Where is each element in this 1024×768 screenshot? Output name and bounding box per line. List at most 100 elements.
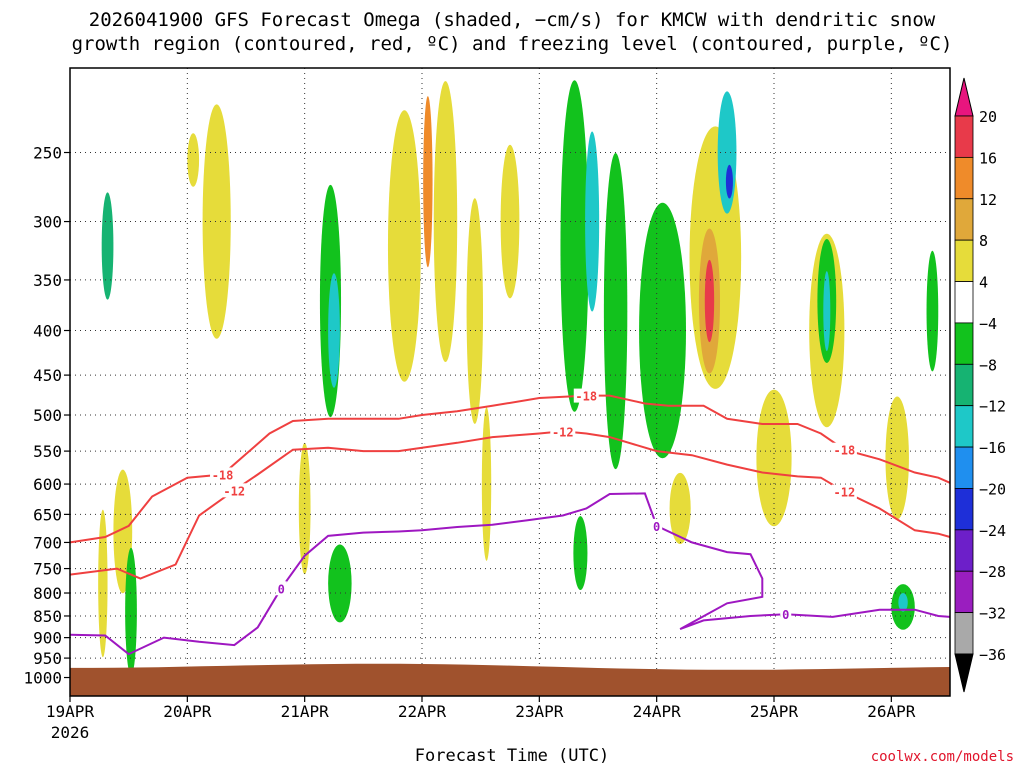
contour-label-bg-0-1 (573, 388, 599, 403)
terrain-fill (70, 663, 950, 696)
contour-label-bg-0-0 (210, 467, 236, 482)
y-tick-label-950: 950 (33, 649, 62, 668)
colorbar-label-10: −24 (979, 522, 1006, 540)
omega-blob-30 (898, 593, 908, 612)
x-axis-label: Forecast Time (UTC) (414, 746, 610, 766)
x-tick-label-25APR: 25APR (750, 702, 799, 721)
colorbar-label-11: −28 (979, 563, 1006, 581)
y-tick-label-650: 650 (33, 505, 62, 524)
x-tick-label-24APR: 24APR (633, 702, 682, 721)
colorbar-label-4: 4 (979, 274, 988, 292)
x-year-label: 2026 (51, 723, 90, 742)
colorbar-swatch-10 (954, 529, 974, 572)
grid-lines (69, 68, 950, 696)
y-tick-label-250: 250 (33, 144, 62, 163)
omega-blob-15 (585, 131, 600, 312)
contour-label-1-2: -12 (834, 486, 856, 500)
source-link[interactable]: coolwx.com/models (870, 749, 1014, 765)
contour-label-bg-2-0 (275, 581, 287, 596)
y-tick-label-900: 900 (33, 629, 62, 648)
y-tick-label-850: 850 (33, 607, 62, 626)
omega-blob-12 (466, 198, 484, 424)
colorbar-label-0: 20 (979, 108, 997, 126)
colorbar-bottom-arrow (954, 653, 974, 693)
omega-blob-0 (98, 509, 108, 658)
colorbar-label-6: −8 (979, 356, 997, 374)
contour-line-1 (69, 430, 951, 580)
contour-label-1-1: -12 (552, 425, 574, 439)
contour-label-bg-2-1 (651, 518, 663, 533)
x-tick-label-26APR: 26APR (867, 702, 916, 721)
colorbar-label-8: −16 (979, 439, 1006, 457)
omega-blob-9 (387, 110, 421, 382)
omega-blob-32 (481, 407, 492, 561)
title-line-2: growth region (contoured, red, ºC) and f… (71, 33, 953, 55)
contour-label-2-2: 0 (782, 608, 789, 622)
colorbar-swatch-9 (954, 488, 974, 531)
omega-blob-33 (669, 472, 691, 545)
colorbar-swatch-8 (954, 446, 974, 489)
colorbar-label-5: −4 (979, 315, 997, 333)
contour-label-bg-2-2 (780, 607, 792, 622)
omega-blob-7 (328, 273, 340, 388)
y-tick-label-1000: 1000 (23, 669, 62, 688)
colorbar-swatch-4 (954, 281, 974, 324)
omega-blob-14 (560, 80, 589, 412)
contour-label-bg-1-2 (831, 484, 857, 499)
omega-blob-27 (823, 271, 831, 352)
colorbar-swatch-7 (954, 405, 974, 448)
omega-blob-31 (926, 250, 939, 372)
contour-label-1-0: -12 (223, 484, 245, 498)
colorbar-label-1: 16 (979, 149, 997, 167)
colorbar-label-7: −12 (979, 398, 1006, 416)
colorbar-swatch-11 (954, 570, 974, 614)
x-tick-label-21APR: 21APR (281, 702, 330, 721)
y-tick-label-300: 300 (33, 213, 62, 232)
y-tick-label-600: 600 (33, 475, 62, 494)
omega-blob-2 (125, 547, 137, 676)
x-tick-label-22APR: 22APR (398, 702, 447, 721)
contour-label-2-1: 0 (653, 520, 660, 534)
y-tick-label-400: 400 (33, 322, 62, 341)
colorbar-top-arrow (954, 77, 974, 117)
plot-frame (69, 67, 951, 697)
colorbar-swatch-5 (954, 322, 974, 365)
y-tick-label-450: 450 (33, 366, 62, 385)
colorbar-label-9: −20 (979, 480, 1006, 498)
title-line-1: 2026041900 GFS Forecast Omega (shaded, −… (88, 9, 936, 31)
omega-blob-22 (704, 259, 715, 343)
colorbar: 20 16 12 8 4 −4 −8 −12 −16 −20 −24 −28 −32 −36 (954, 77, 1006, 693)
contour-line-2 (69, 492, 951, 656)
contour-label-0-1: -18 (575, 390, 597, 404)
colorbar-label-2: 12 (979, 191, 997, 209)
y-tick-label-700: 700 (33, 533, 62, 552)
omega-blob-5 (187, 133, 200, 187)
colorbar-swatch-12 (954, 612, 974, 655)
omega-blob-17 (573, 516, 588, 591)
omega-blob-8 (328, 544, 352, 623)
colorbar-label-13: −36 (979, 646, 1006, 664)
x-tick-label-23APR: 23APR (515, 702, 564, 721)
omega-blob-16 (603, 153, 628, 470)
colorbar-swatch-6 (954, 363, 974, 407)
y-tick-label-500: 500 (33, 406, 62, 425)
y-tick-label-550: 550 (33, 442, 62, 461)
colorbar-swatch-0 (954, 115, 974, 158)
y-tick-label-750: 750 (33, 560, 62, 579)
omega-blob-3 (101, 192, 114, 300)
y-tick-label-350: 350 (33, 271, 62, 290)
y-tick-label-800: 800 (33, 584, 62, 603)
x-tick-label-19APR: 19APR (46, 702, 95, 721)
contour-label-bg-1-0 (221, 483, 247, 498)
colorbar-swatch-3 (954, 239, 974, 282)
omega-blob-24 (725, 164, 733, 199)
omega-shading (98, 80, 939, 676)
contours: -18 -18 -18 -12 -12 -12 0 0 0 (69, 388, 951, 656)
contour-label-2-0: 0 (278, 582, 285, 596)
chart-title: 2026041900 GFS Forecast Omega (shaded, −… (0, 8, 1024, 56)
colorbar-label-3: 8 (979, 232, 988, 250)
contour-label-0-0: -18 (212, 468, 234, 482)
colorbar-swatch-1 (954, 156, 974, 200)
omega-blob-4 (202, 104, 231, 339)
